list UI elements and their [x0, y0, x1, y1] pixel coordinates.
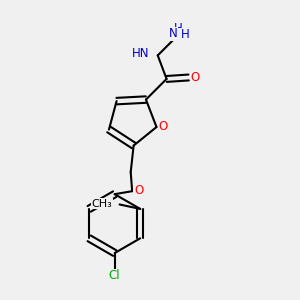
Text: H: H	[181, 28, 190, 41]
Text: H: H	[174, 22, 183, 35]
Text: O: O	[190, 71, 200, 84]
Text: O: O	[134, 184, 143, 197]
Text: HN: HN	[131, 47, 149, 60]
Text: N: N	[169, 27, 178, 40]
Text: O: O	[158, 120, 168, 133]
Text: CH₃: CH₃	[92, 199, 112, 208]
Text: Cl: Cl	[109, 269, 121, 282]
